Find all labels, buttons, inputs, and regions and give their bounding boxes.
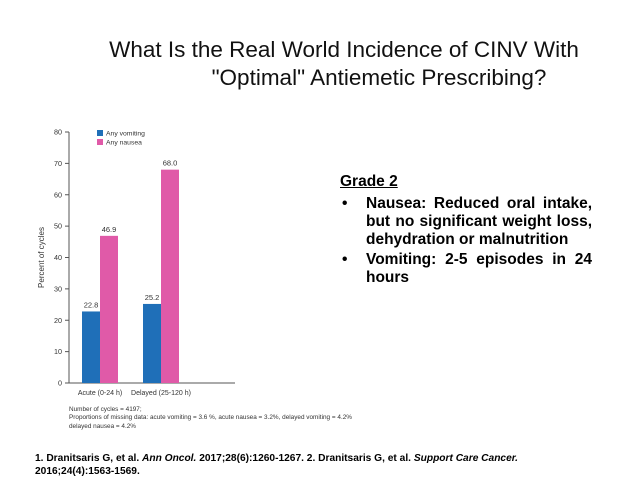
bar-value-label: 22.8: [84, 300, 99, 309]
legend-swatch: [97, 139, 103, 145]
references: 1. Dranitsaris G, et al. Ann Oncol. 2017…: [35, 452, 555, 478]
ref-text-2: 2017;28(6):1260-1267. 2. Dranitsaris G, …: [196, 453, 414, 464]
legend-swatch: [97, 130, 103, 136]
y-tick-label: 10: [54, 347, 62, 356]
chart-note-3: delayed nausea = 4.2%: [69, 422, 136, 430]
ref-journal-1: Ann Oncol.: [142, 453, 197, 464]
y-tick-label: 0: [58, 379, 62, 388]
y-tick-label: 30: [54, 284, 62, 293]
chart-note-1: Number of cycles = 4197;: [69, 406, 142, 413]
slide-title: What Is the Real World Incidence of CINV…: [0, 36, 638, 92]
grade-2-box: Grade 2 • Nausea: Reduced oral intake, b…: [340, 173, 592, 289]
grade-bullet-text: Nausea: Reduced oral intake, but no sign…: [366, 195, 592, 248]
y-axis-label: Percent of cycles: [37, 227, 46, 288]
y-tick-label: 60: [54, 190, 62, 199]
bullet-icon: •: [342, 251, 348, 268]
y-tick-label: 40: [54, 253, 62, 262]
ref-text-1: 1. Dranitsaris G, et al.: [35, 453, 143, 464]
slide-title-line1: What Is the Real World Incidence of CINV…: [109, 37, 579, 62]
bar-nausea-0: [100, 235, 118, 383]
ref-text-3: 2016;24(4):1563-1569.: [35, 466, 140, 477]
legend-label: Any nausea: [106, 140, 142, 147]
chart-notes: Number of cycles = 4197; Proportions of …: [69, 406, 352, 431]
bar-vomiting-0: [82, 311, 100, 383]
grade-bullet-text: Vomiting: 2-5 episodes in 24 hours: [366, 251, 592, 286]
y-tick-label: 20: [54, 316, 62, 325]
y-tick-label: 50: [54, 222, 62, 231]
grade-title: Grade 2: [340, 173, 398, 190]
grade-bullet-list: • Nausea: Reduced oral intake, but no si…: [340, 195, 592, 287]
bar-value-label: 25.2: [145, 293, 160, 302]
chart-note-2: Proportions of missing data: acute vomit…: [69, 414, 352, 422]
grade-bullet-vomiting: • Vomiting: 2-5 episodes in 24 hours: [340, 251, 592, 287]
slide-title-line2: "Optimal" Antiemetic Prescribing?: [211, 65, 547, 90]
x-category-label: Delayed (25-120 h): [131, 390, 191, 397]
bar-value-label: 46.9: [102, 225, 117, 234]
incidence-bar-chart: 0 10 20 30 40 50 60 70 80 Percent of cycles 22.8 46…: [37, 128, 235, 397]
bar-nausea-1: [161, 169, 179, 383]
bar-vomiting-1: [143, 303, 161, 383]
x-category-label: Acute (0-24 h): [78, 390, 122, 397]
y-tick-label: 80: [54, 128, 62, 137]
bullet-icon: •: [342, 195, 348, 212]
bar-value-label: 68.0: [163, 159, 178, 168]
legend-label: Any vomiting: [106, 131, 145, 138]
grade-bullet-nausea: • Nausea: Reduced oral intake, but no si…: [340, 195, 592, 249]
y-tick-label: 70: [54, 159, 62, 168]
ref-journal-2: Support Care Cancer.: [413, 453, 518, 464]
